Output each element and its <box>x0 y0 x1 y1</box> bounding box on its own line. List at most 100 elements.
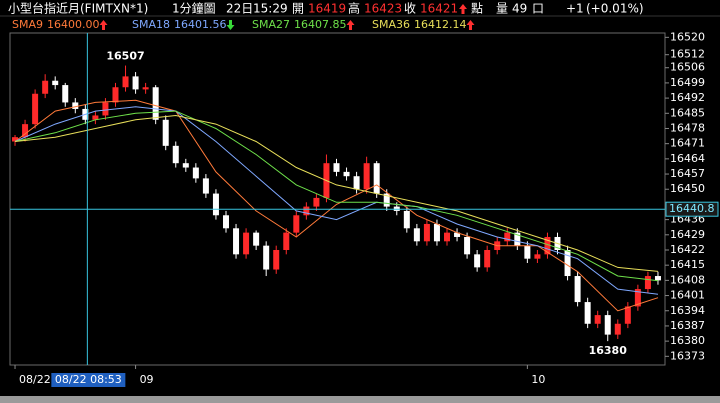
candle-body <box>584 302 591 324</box>
legend-value: 16400.00 <box>47 18 100 31</box>
candle-body <box>634 289 641 307</box>
legend-arrow <box>99 20 108 30</box>
candle-body <box>303 206 310 216</box>
candle-body <box>162 119 169 146</box>
y-tick-label: 16373 <box>670 349 705 362</box>
point-label: 點 <box>471 2 483 16</box>
candle-body <box>112 87 119 103</box>
y-tick-label: 16520 <box>670 30 705 43</box>
close-value: 16421 <box>420 2 458 16</box>
legend-value: 16407.85 <box>294 18 347 31</box>
x-tick-label: 10 <box>531 373 545 386</box>
sma-line <box>14 106 659 295</box>
candle-body <box>92 115 99 120</box>
candle-body <box>544 236 551 255</box>
candle-body <box>343 171 350 177</box>
candle-body <box>614 323 621 335</box>
candle-body <box>564 249 571 277</box>
candle-body <box>333 163 340 172</box>
candle-body <box>504 232 511 242</box>
legend-name: SMA18 <box>132 18 170 31</box>
candle-body <box>474 254 481 268</box>
candle-body <box>222 215 229 229</box>
candle-body <box>464 236 471 255</box>
candle-body <box>102 102 109 116</box>
candle-body <box>142 87 149 90</box>
extreme-label: 16507 <box>106 50 144 63</box>
time: 15:29 <box>253 2 288 16</box>
sma-line <box>14 99 659 312</box>
y-tick-label: 16415 <box>670 258 705 271</box>
candle-body <box>12 137 19 142</box>
y-tick-label: 16464 <box>670 152 705 165</box>
volume-value: 49 <box>512 2 527 16</box>
candle-body <box>423 223 430 242</box>
candle-body <box>212 193 219 216</box>
legend-arrow <box>346 20 355 30</box>
candle-body <box>454 232 461 237</box>
y-tick-label: 16422 <box>670 243 705 256</box>
candle-body <box>202 178 209 194</box>
last-price-box <box>665 201 719 217</box>
y-tick-label: 16506 <box>670 61 705 74</box>
crosshair-label: 08/22 08:53 <box>55 373 122 386</box>
y-tick-label: 16429 <box>670 228 705 241</box>
y-tick-label: 16401 <box>670 289 705 302</box>
candle-body <box>654 276 661 281</box>
sma-line <box>14 110 659 282</box>
x-tick-label: 08/22 <box>19 373 51 386</box>
legend-value: 16401.56 <box>174 18 227 31</box>
candle-body <box>574 276 581 303</box>
candle-body <box>413 228 420 242</box>
candle-body <box>514 232 521 246</box>
sma-line <box>14 114 659 272</box>
candle-body <box>52 80 59 86</box>
candle-body <box>22 124 29 138</box>
high-label: 高 <box>348 1 360 16</box>
candle-body <box>444 232 451 242</box>
open-label: 開 <box>292 2 304 16</box>
candle-body <box>644 276 651 290</box>
candle-body <box>484 249 491 268</box>
candle-body <box>283 232 290 250</box>
candle-body <box>253 232 260 246</box>
legend-name: SMA27 <box>252 18 290 31</box>
high-value: 16423 <box>364 2 402 16</box>
close-label: 收 <box>404 2 416 16</box>
candle-body <box>293 215 300 233</box>
open-value: 16419 <box>308 2 346 16</box>
candle-body <box>433 223 440 242</box>
bottom-bar <box>0 396 720 403</box>
candle-body <box>604 315 611 335</box>
candle-body <box>182 163 189 168</box>
x-tick-label: 09 <box>140 373 154 386</box>
y-tick-label: 16478 <box>670 121 705 134</box>
up-arrow <box>459 4 467 14</box>
symbol: 小型台指近月(FIMTXN*1) <box>8 1 148 16</box>
change-pct: (+0.01%) <box>586 2 644 16</box>
y-tick-label: 16380 <box>670 334 705 347</box>
candle-body <box>273 249 280 270</box>
y-tick-label: 16471 <box>670 137 705 150</box>
candle-body <box>172 145 179 164</box>
candle-body <box>524 245 531 259</box>
y-tick-label: 16408 <box>670 273 705 286</box>
volume-label: 量 <box>496 2 508 16</box>
y-tick-label: 16394 <box>670 304 705 317</box>
y-tick-label: 16492 <box>670 91 705 104</box>
interval: 1分鐘圖 <box>172 1 216 16</box>
candle-body <box>624 306 631 324</box>
legend-name: SMA36 <box>372 18 410 31</box>
legend-name: SMA9 <box>12 18 43 31</box>
legend-arrow <box>226 20 235 30</box>
candle-body <box>42 80 49 94</box>
candle-body <box>132 76 139 90</box>
header: 小型台指近月(FIMTXN*1) 1分鐘圖 22日 15:29 開 16419 … <box>8 1 644 16</box>
candle-body <box>32 93 39 125</box>
extreme-label: 16380 <box>589 344 628 357</box>
crosshair-box <box>51 373 126 387</box>
candle-body <box>233 228 240 255</box>
